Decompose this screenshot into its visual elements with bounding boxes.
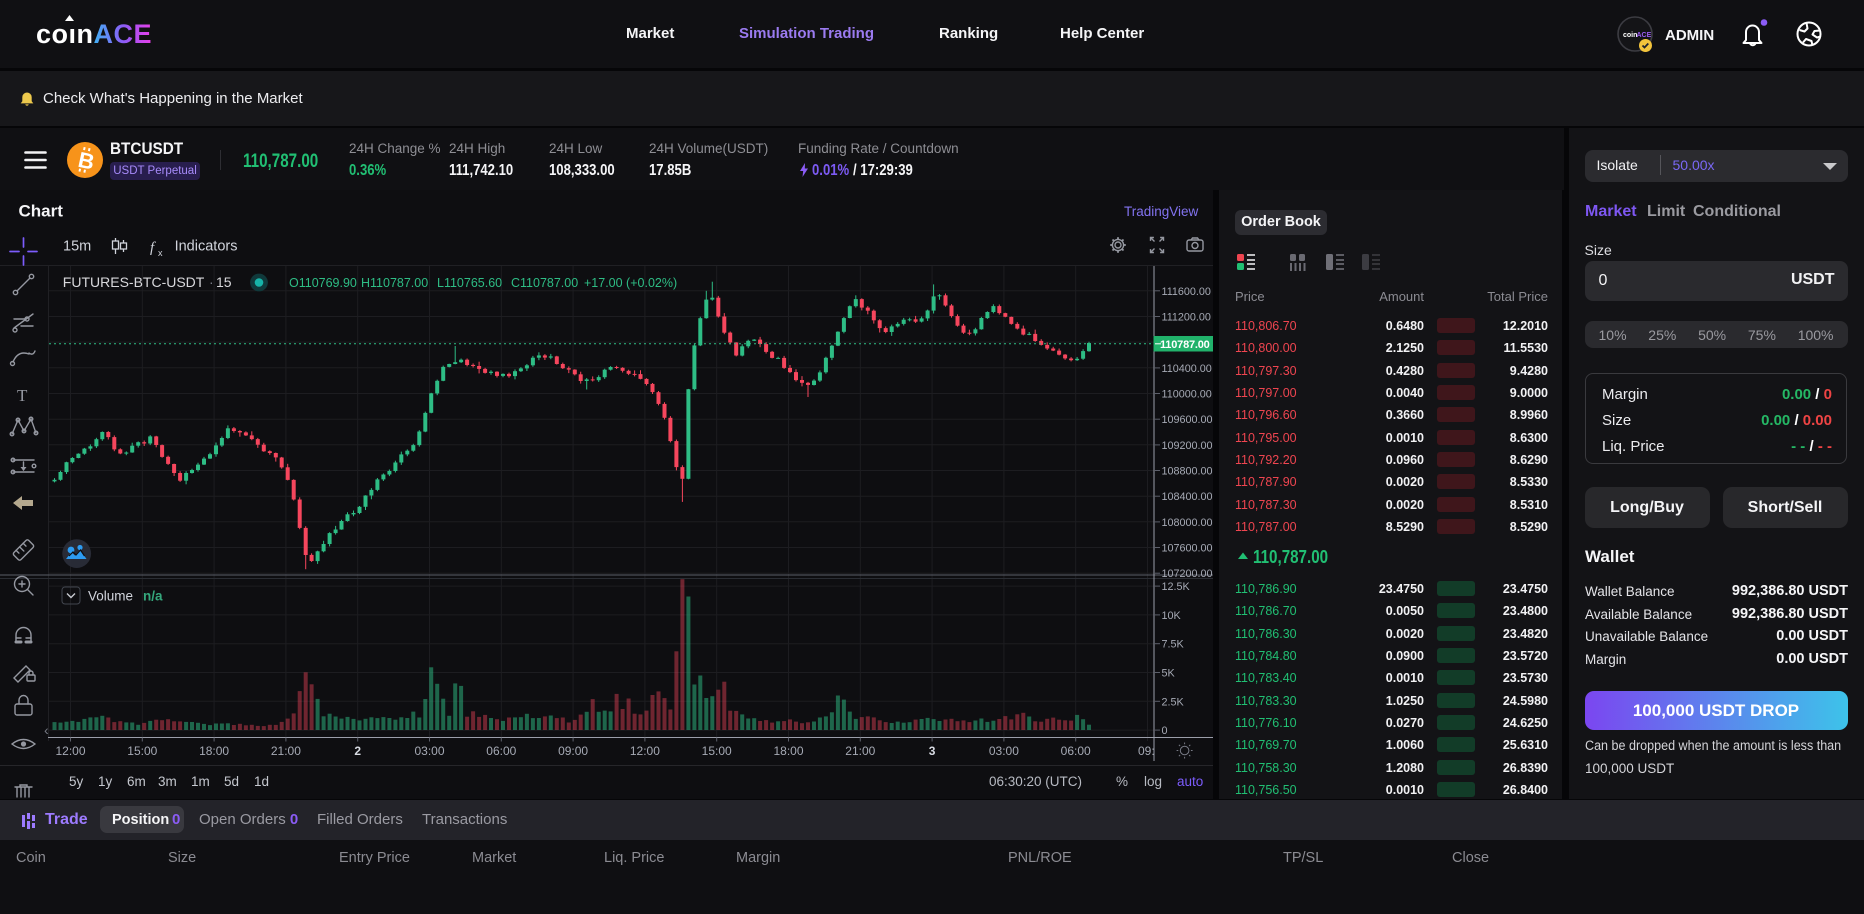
svg-text:15m: 15m (63, 239, 91, 255)
svg-text:21:00: 21:00 (271, 744, 301, 758)
svg-text:03:00: 03:00 (989, 744, 1019, 758)
svg-text:%: % (1116, 774, 1128, 789)
svg-text:110400.00: 110400.00 (1162, 363, 1212, 375)
svg-text:12:00: 12:00 (55, 744, 85, 758)
svg-text:6m: 6m (127, 774, 146, 789)
svg-text:03:00: 03:00 (414, 744, 444, 758)
svg-text:108400.00: 108400.00 (1162, 491, 1213, 503)
svg-text:110000.00: 110000.00 (1162, 389, 1212, 401)
svg-text:5y: 5y (69, 774, 84, 789)
svg-text:x: x (158, 248, 163, 258)
svg-text:06:00: 06:00 (486, 744, 516, 758)
svg-text:18:00: 18:00 (199, 744, 229, 758)
svg-text:0: 0 (1162, 725, 1168, 737)
svg-text:15:00: 15:00 (127, 744, 157, 758)
svg-text:n/a: n/a (143, 589, 163, 604)
svg-text:FUTURES-BTC-USDT: FUTURES-BTC-USDT (63, 274, 205, 290)
svg-text:H110787.00: H110787.00 (361, 276, 428, 290)
svg-text:2: 2 (354, 744, 361, 758)
svg-text:111200.00: 111200.00 (1162, 312, 1211, 324)
svg-text:TradingView: TradingView (1124, 204, 1199, 219)
svg-text:coin: coin (1623, 32, 1637, 39)
svg-text:15: 15 (216, 274, 232, 290)
svg-text:1y: 1y (98, 774, 113, 789)
svg-text:3: 3 (929, 744, 936, 758)
svg-text:Chart: Chart (19, 202, 64, 221)
svg-text:109600.00: 109600.00 (1162, 414, 1213, 426)
svg-text:f: f (150, 240, 156, 256)
svg-text:log: log (1144, 774, 1162, 789)
svg-text:ACE: ACE (1637, 32, 1652, 39)
svg-text:1m: 1m (191, 774, 210, 789)
svg-text:3m: 3m (158, 774, 177, 789)
svg-text:06:00: 06:00 (1061, 744, 1091, 758)
svg-text:108000.00: 108000.00 (1162, 517, 1213, 529)
svg-text:10K: 10K (1162, 610, 1182, 622)
svg-text:12.5K: 12.5K (1162, 581, 1191, 593)
svg-text:107600.00: 107600.00 (1162, 543, 1213, 555)
svg-text:7.5K: 7.5K (1162, 639, 1185, 651)
svg-text:Indicators: Indicators (175, 239, 238, 255)
svg-text:21:00: 21:00 (845, 744, 875, 758)
svg-text:·: · (209, 274, 214, 290)
svg-text:109200.00: 109200.00 (1162, 440, 1213, 452)
svg-text:107200.00: 107200.00 (1162, 568, 1213, 580)
svg-text:09:: 09: (1138, 744, 1155, 758)
svg-text:auto: auto (1177, 774, 1203, 789)
svg-text:5K: 5K (1162, 668, 1176, 680)
svg-text:5d: 5d (224, 774, 239, 789)
svg-text:L110765.60: L110765.60 (437, 276, 502, 290)
svg-text:1d: 1d (254, 774, 269, 789)
svg-text:C110787.00: C110787.00 (511, 276, 578, 290)
svg-text:B: B (76, 147, 97, 175)
svg-text:Volume: Volume (88, 589, 133, 604)
svg-text:15:00: 15:00 (702, 744, 732, 758)
svg-text:12:00: 12:00 (630, 744, 660, 758)
svg-text:18:00: 18:00 (773, 744, 803, 758)
svg-text:110787.00: 110787.00 (1160, 339, 1210, 351)
svg-text:‹: ‹ (44, 722, 49, 738)
svg-text:111600.00: 111600.00 (1162, 286, 1211, 298)
svg-text:2.5K: 2.5K (1162, 696, 1185, 708)
svg-text:108800.00: 108800.00 (1162, 466, 1213, 478)
svg-text:T: T (17, 386, 28, 405)
svg-text:06:30:20 (UTC): 06:30:20 (UTC) (989, 774, 1082, 789)
svg-text:+17.00 (+0.02%): +17.00 (+0.02%) (584, 276, 677, 290)
svg-text:09:00: 09:00 (558, 744, 588, 758)
svg-text:O110769.90: O110769.90 (289, 276, 357, 290)
